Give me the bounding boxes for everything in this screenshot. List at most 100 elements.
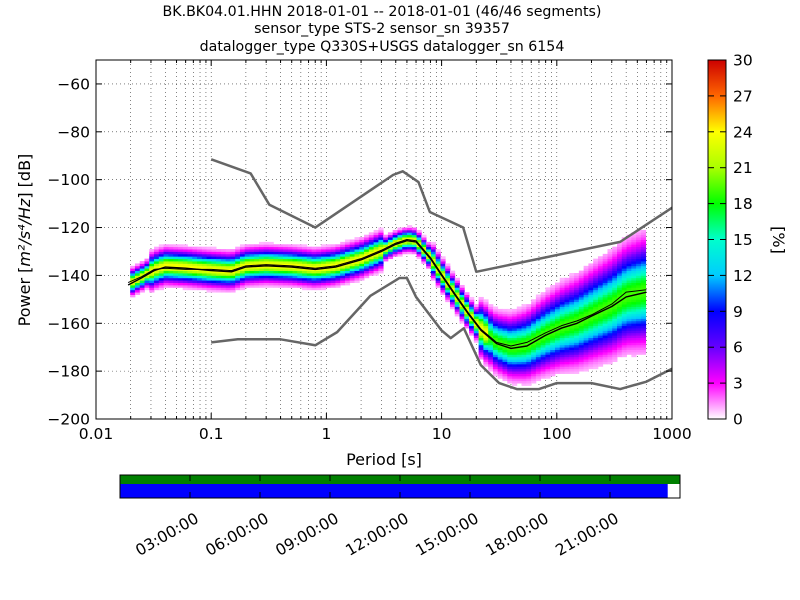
psd-cell xyxy=(344,265,351,269)
psd-cell xyxy=(507,356,513,360)
psd-cell xyxy=(492,354,499,358)
psd-cell xyxy=(607,328,613,331)
psd-cell xyxy=(454,304,460,307)
psd-cell xyxy=(588,277,594,281)
psd-cell xyxy=(287,246,293,250)
psd-cell xyxy=(631,311,637,315)
psd-cell xyxy=(631,325,637,329)
psd-cell xyxy=(521,368,527,372)
psd-cell xyxy=(263,270,270,274)
psd-cell xyxy=(411,251,417,255)
psd-cell xyxy=(621,311,627,315)
psd-cell xyxy=(512,375,518,379)
psd-cell xyxy=(478,335,484,339)
psd-cell xyxy=(583,351,589,355)
psd-cell xyxy=(259,284,265,288)
psd-cell xyxy=(306,284,312,288)
psd-cell xyxy=(588,337,594,341)
psd-cell xyxy=(607,258,613,262)
psd-cell xyxy=(483,363,489,367)
psd-cell xyxy=(426,263,432,267)
psd-cell xyxy=(368,241,375,245)
psd-cell xyxy=(578,296,585,300)
psd-cell xyxy=(617,301,623,305)
psd-cell xyxy=(292,268,298,272)
psd-cell xyxy=(631,287,637,291)
psd-cell xyxy=(139,268,145,272)
psd-cell xyxy=(430,273,437,276)
psd-cell xyxy=(578,306,585,310)
psd-cell xyxy=(497,308,503,312)
psd-cell xyxy=(287,268,293,272)
psd-cell xyxy=(602,356,608,360)
psd-cell xyxy=(612,316,618,319)
psd-cell xyxy=(507,340,513,343)
psd-cell xyxy=(626,347,632,350)
psd-cell xyxy=(593,294,599,298)
psd-cell xyxy=(640,282,647,286)
psd-cell xyxy=(545,342,551,346)
psd-cell xyxy=(340,280,346,283)
psd-cell xyxy=(216,287,222,291)
psd-cell xyxy=(359,256,365,260)
psd-cell xyxy=(464,313,470,317)
psd-cell xyxy=(574,368,580,372)
psd-cell xyxy=(545,299,551,303)
psd-cell xyxy=(230,253,236,257)
psd-cell xyxy=(617,342,623,346)
psd-cell xyxy=(263,284,270,288)
psd-cell xyxy=(636,308,642,312)
psd-cell xyxy=(421,244,427,248)
psd-cell xyxy=(554,366,561,370)
psd-cell xyxy=(626,328,632,331)
psd-cell xyxy=(626,308,632,312)
psd-cell xyxy=(134,277,141,281)
psd-cell xyxy=(211,258,217,262)
psd-cell xyxy=(330,249,336,252)
psd-cell xyxy=(321,275,327,279)
y-tick-label: −60 xyxy=(57,75,90,93)
psd-cell xyxy=(278,282,284,286)
psd-cell xyxy=(602,273,608,276)
psd-cell xyxy=(192,251,198,255)
psd-cell xyxy=(259,244,265,248)
psd-cell xyxy=(473,332,480,336)
psd-cell xyxy=(631,306,637,310)
psd-cell xyxy=(526,354,532,358)
psd-cell xyxy=(321,249,327,252)
psd-cell xyxy=(631,246,637,250)
psd-cell xyxy=(535,332,542,336)
psd-cell xyxy=(578,356,585,360)
psd-cell xyxy=(526,383,532,386)
psd-cell xyxy=(134,265,141,269)
psd-cell xyxy=(597,328,604,331)
psd-cell xyxy=(278,275,284,279)
psd-cell xyxy=(497,335,503,339)
psd-cell xyxy=(302,284,308,288)
psd-cell xyxy=(325,280,332,283)
psd-cell xyxy=(230,249,236,252)
psd-cell xyxy=(583,275,589,279)
psd-cell xyxy=(197,253,203,257)
psd-cell xyxy=(569,308,575,312)
psd-cell xyxy=(173,263,179,267)
psd-cell xyxy=(597,347,604,350)
psd-cell xyxy=(278,251,284,255)
psd-cell xyxy=(445,294,451,298)
psd-cell xyxy=(244,273,250,276)
psd-cell xyxy=(483,356,489,360)
psd-cell xyxy=(540,299,546,303)
psd-cell xyxy=(621,273,627,276)
psd-cell xyxy=(526,332,532,336)
psd-cell xyxy=(631,308,637,312)
psd-cell xyxy=(335,268,341,272)
psd-cell xyxy=(402,232,408,236)
psd-cell xyxy=(211,270,217,274)
psd-cell xyxy=(387,246,394,250)
psd-cell xyxy=(187,265,193,269)
psd-cell xyxy=(359,244,365,248)
psd-cell xyxy=(139,261,145,264)
psd-cell xyxy=(631,280,637,283)
psd-cell xyxy=(168,275,174,279)
psd-cell xyxy=(197,275,203,279)
